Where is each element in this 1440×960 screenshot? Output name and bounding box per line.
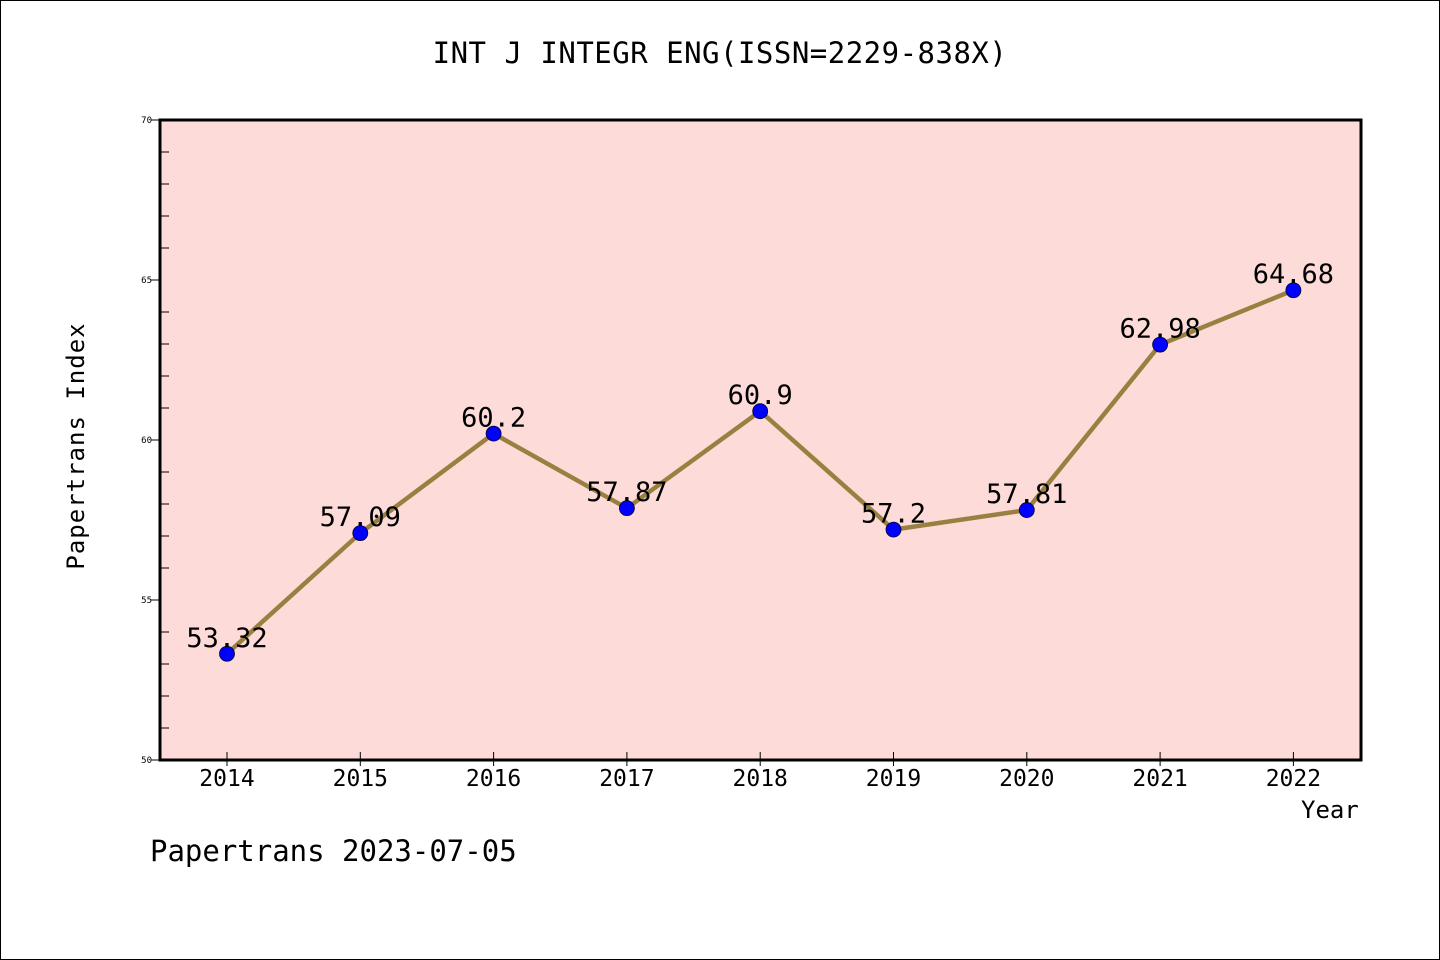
data-point-marker	[1285, 282, 1302, 299]
footer-date-text: Papertrans 2023-07-05	[150, 834, 517, 868]
data-label-layer: 53.32 57.09 60.2 57.87 60.9 57.2 57.81 62.98 64.…	[186, 259, 1334, 654]
data-point-marker	[1152, 336, 1168, 353]
data-label: 64.68	[1253, 259, 1334, 290]
data-label: 62.98	[1119, 314, 1200, 345]
data-point-marker	[352, 525, 369, 542]
data-point-marker	[485, 425, 502, 442]
y-axis-ticks: 50 55 60 65 70	[141, 116, 169, 766]
data-label: 57.2	[861, 499, 926, 530]
y-tick-label: 60	[141, 436, 152, 446]
x-tick-label: 2022	[1266, 766, 1321, 792]
data-point-marker	[219, 645, 235, 662]
chart-title: INT J INTEGR ENG(ISSN=2229-838X)	[432, 36, 1008, 70]
x-tick-label: 2015	[333, 766, 388, 792]
x-tick-label: 2016	[466, 766, 521, 792]
data-point-marker	[885, 521, 902, 538]
data-label: 57.81	[986, 479, 1067, 510]
plot-area	[158, 118, 1363, 762]
data-label: 57.87	[586, 477, 667, 508]
data-point-marker	[1018, 502, 1035, 518]
x-tick-label: 2019	[866, 766, 921, 792]
x-tick-label: 2014	[199, 766, 254, 792]
y-tick-label: 65	[141, 276, 152, 286]
data-label: 57.09	[320, 502, 401, 533]
data-point-marker	[752, 403, 769, 420]
series-layer	[219, 282, 1302, 662]
x-tick-label: 2018	[733, 766, 788, 792]
data-point-marker	[619, 500, 635, 517]
y-axis-title: Papertrans Index	[62, 322, 90, 570]
x-tick-label: 2017	[599, 766, 654, 792]
data-label: 60.2	[461, 403, 526, 434]
x-tick-label: 2021	[1132, 766, 1187, 792]
x-axis-ticks: 2014 2015 2016 2017 2018 2019 2020 2021 2022	[199, 752, 1321, 792]
y-tick-label: 70	[141, 116, 152, 126]
x-axis-title: Year	[1301, 796, 1359, 824]
x-tick-label: 2020	[999, 766, 1054, 792]
data-label: 53.32	[186, 623, 267, 654]
y-tick-label: 55	[141, 596, 152, 606]
y-tick-label: 50	[141, 756, 152, 766]
data-label: 60.9	[728, 380, 793, 411]
